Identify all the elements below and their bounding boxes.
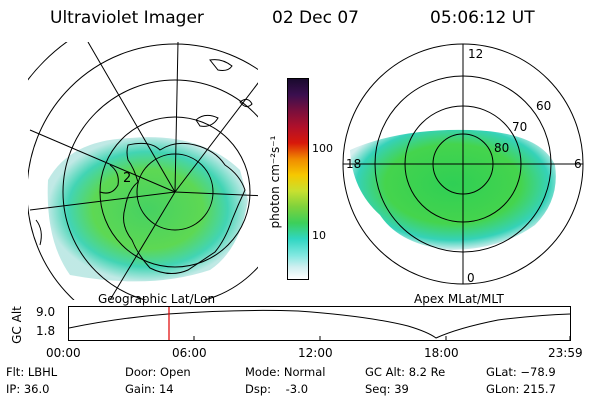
info-dsp: Dsp: -3.0 [245,382,309,396]
instrument-title: Ultraviolet Imager [50,8,204,28]
colorbar-tick-10: 10 [312,229,326,242]
mlt-label-12: 12 [468,47,483,61]
altitude-ylabel: GC Alt [9,306,24,344]
time-tick-1800: 18:00 [424,346,459,360]
info-glat: GLat: −78.9 [486,365,556,379]
polar-map-label: Apex MLat/MLT [414,292,504,306]
polar-map: 12 18 6 0 60 70 80 [342,43,584,285]
mlt-label-18: 18 [346,157,361,171]
lat-marker-label: 2 [123,171,131,186]
colorbar [287,78,309,280]
altitude-curve [68,309,571,339]
altitude-plot [68,306,571,341]
coastline [123,142,246,274]
mlat-label-60: 60 [536,99,551,113]
time-tick-2359: 23:59 [548,346,583,360]
info-glon: GLon: 215.7 [486,382,556,396]
geographic-map: 2 [28,42,258,300]
info-filter: Flt: LBHL [6,365,58,379]
mlt-label-0: 0 [467,271,475,285]
geo-emission-region [47,137,248,282]
info-gc-alt: GC Alt: 8.2 Re [365,365,446,379]
mlat-label-70: 70 [512,120,527,134]
time-tick-0600: 06:00 [172,346,207,360]
mlt-label-6: 6 [574,157,582,171]
info-door: Door: Open [125,365,191,379]
geo-map-label: Geographic Lat/Lon [98,292,216,306]
time-label: 05:06:12 UT [430,8,535,28]
colorbar-unit-label: photon cm⁻²s⁻¹ [268,135,282,229]
mlat-label-80: 80 [494,141,509,155]
altitude-ytick-high: 9.0 [36,305,56,319]
info-mode: Mode: Normal [245,365,326,379]
info-ip: IP: 36.0 [6,382,50,396]
info-gain: Gain: 14 [125,382,174,396]
time-tick-0000: 00:00 [46,346,81,360]
polar-emission-region [350,129,556,250]
info-seq: Seq: 39 [365,382,409,396]
colorbar-tick-100: 100 [312,142,333,155]
date-label: 02 Dec 07 [272,8,359,28]
altitude-ytick-low: 1.8 [36,324,56,338]
time-tick-1200: 12:00 [298,346,333,360]
